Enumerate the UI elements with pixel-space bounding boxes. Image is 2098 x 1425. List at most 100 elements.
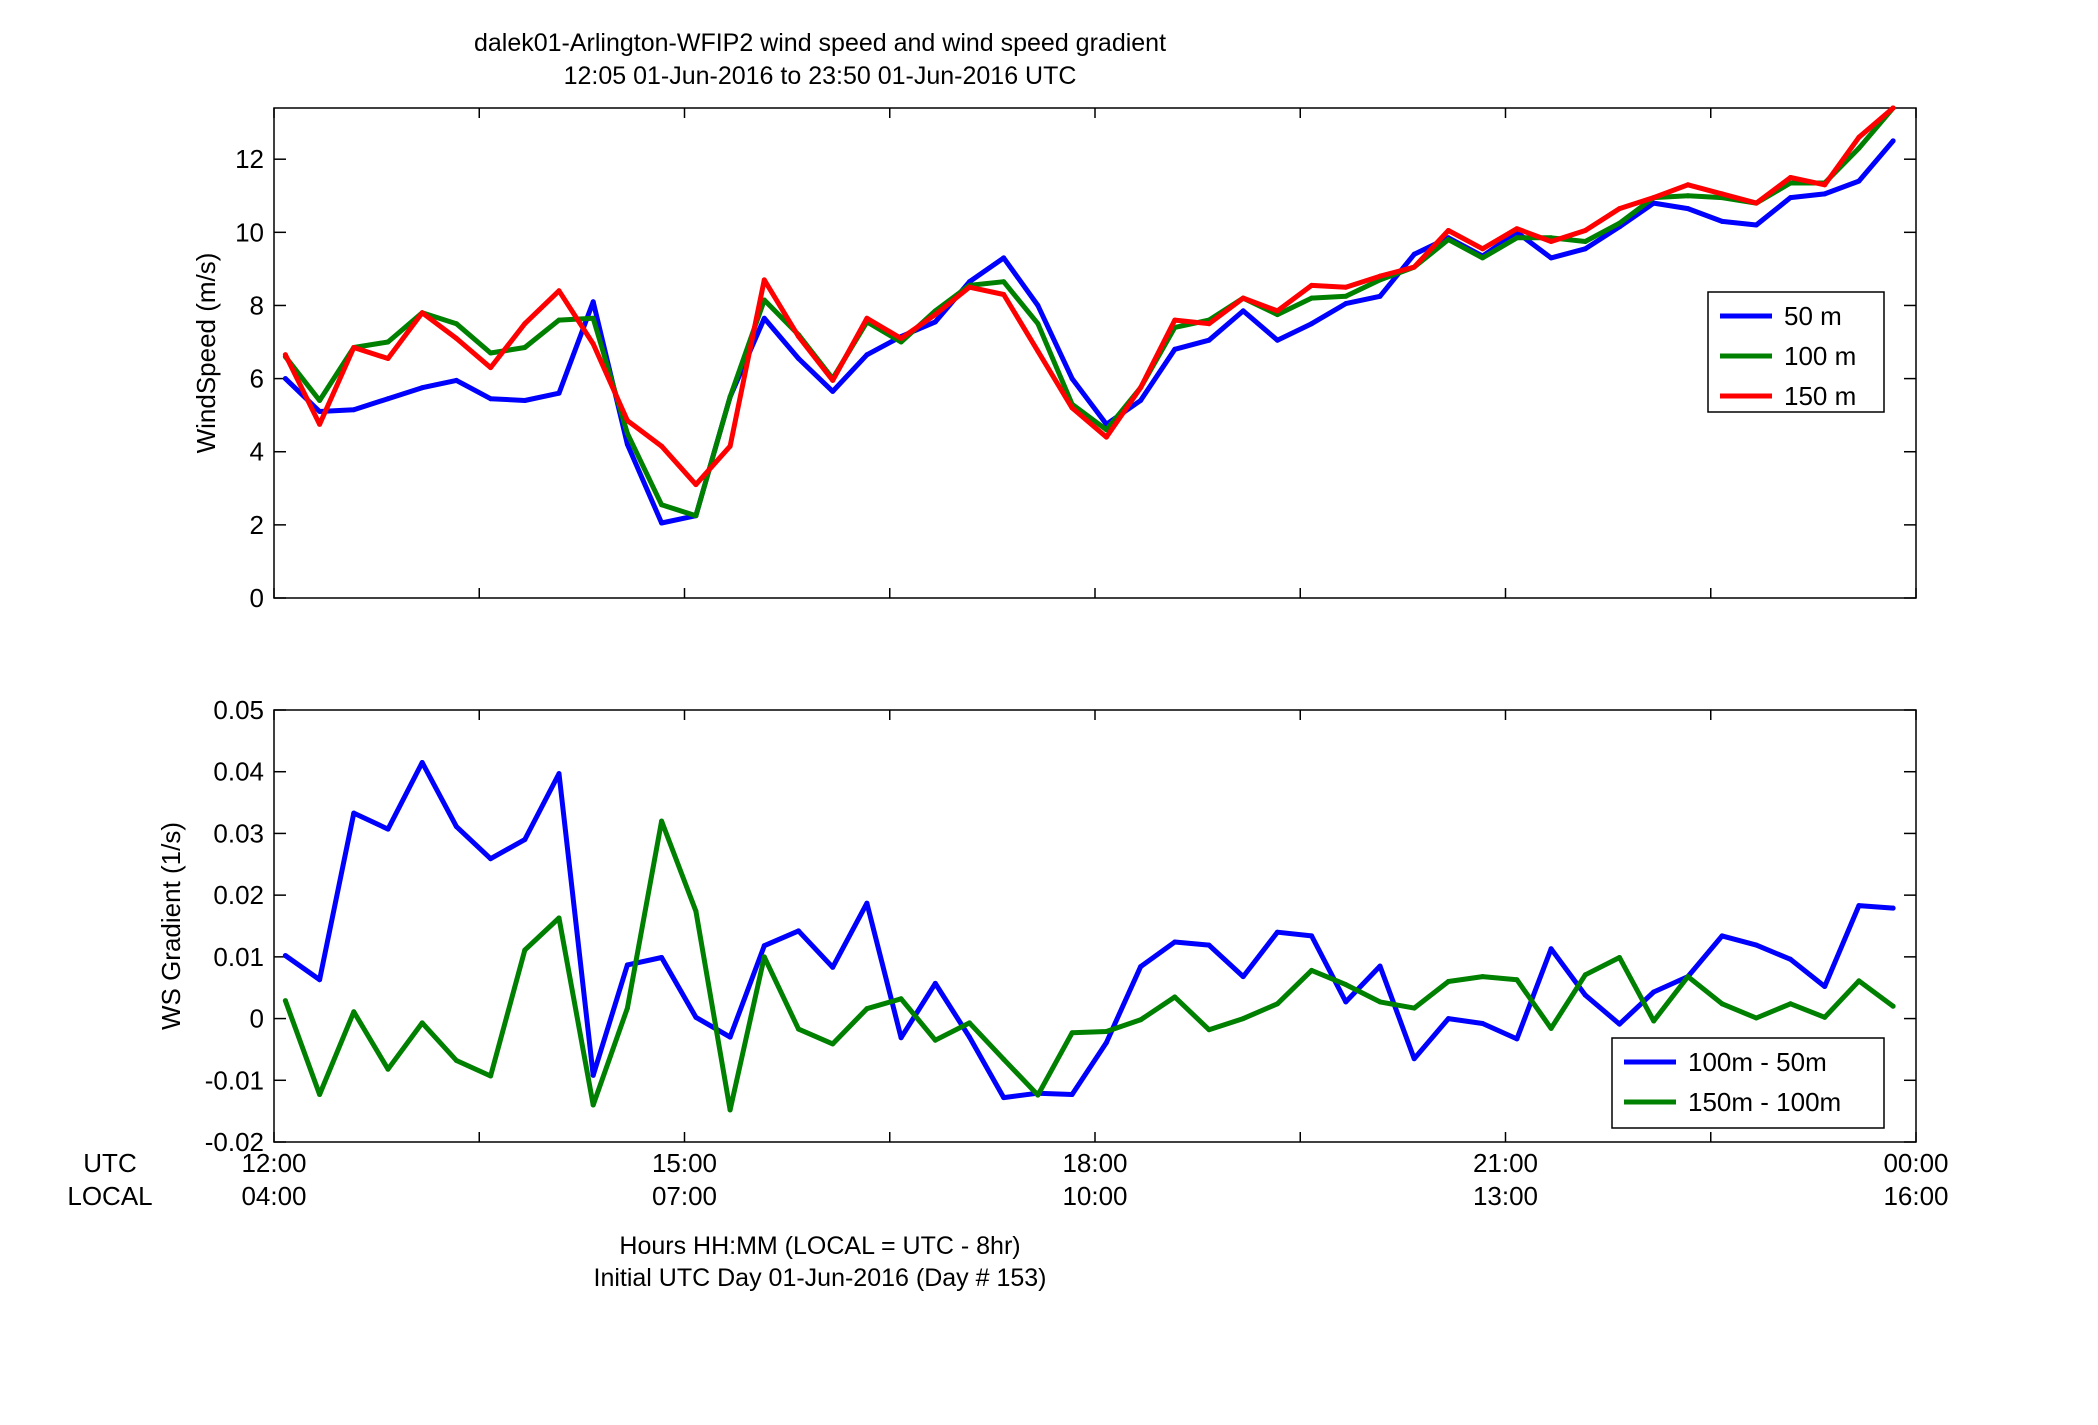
data-point-100m-50m	[1309, 933, 1315, 939]
data-point-100m-50m	[1719, 933, 1725, 939]
data-point-150-m	[590, 341, 596, 347]
y-tick-label: -0.01	[205, 1065, 264, 1095]
data-point-100m-50m	[761, 943, 767, 949]
data-point-150m-100m	[830, 1041, 836, 1047]
x-tick-label-utc: 15:00	[652, 1148, 717, 1178]
data-point-150m-100m	[1445, 979, 1451, 984]
data-point-150-m	[1719, 191, 1725, 197]
figure-title-line1: dalek01-Arlington-WFIP2 wind speed and w…	[474, 29, 1166, 57]
data-point-50-m	[1753, 222, 1759, 228]
data-point-100m-50m	[796, 928, 801, 934]
data-point-100-m	[727, 394, 733, 400]
data-point-50-m	[590, 299, 596, 305]
data-point-50-m	[1001, 255, 1007, 261]
data-point-100-m	[1582, 239, 1588, 244]
data-point-50-m	[1138, 398, 1144, 403]
data-point-150-m	[932, 312, 938, 318]
data-point-100m-50m	[1172, 939, 1178, 945]
data-point-100-m	[522, 345, 528, 350]
x-tick-label-local: 07:00	[652, 1181, 717, 1211]
data-point-150m-100m	[1309, 967, 1315, 973]
data-point-150m-100m	[385, 1066, 391, 1072]
x-tick-label-utc: 00:00	[1883, 1148, 1948, 1178]
y-tick-label: -0.02	[205, 1127, 264, 1157]
data-point-100-m	[1343, 293, 1349, 299]
data-point-150-m	[898, 335, 904, 341]
data-point-100m-50m	[1514, 1036, 1520, 1042]
data-point-100m-50m	[1856, 903, 1862, 909]
data-point-150m-100m	[727, 1107, 733, 1113]
y-tick-label: 12	[235, 144, 264, 174]
data-point-150-m	[1822, 182, 1828, 188]
data-point-50-m	[1788, 195, 1793, 201]
legend-label-50-m: 50 m	[1784, 301, 1842, 331]
data-point-100m-50m	[282, 953, 288, 959]
data-point-150-m	[727, 443, 733, 449]
data-point-50-m	[864, 352, 870, 358]
data-point-100m-50m	[590, 1072, 596, 1078]
data-point-150m-100m	[1856, 978, 1862, 984]
data-point-100-m	[1788, 180, 1793, 186]
data-point-150-m	[624, 418, 630, 424]
series-line-150m-100m	[282, 818, 1896, 1113]
data-point-100-m	[1274, 312, 1280, 318]
data-point-100-m	[693, 513, 699, 519]
data-point-150-m	[317, 421, 323, 427]
data-point-50-m	[1856, 178, 1862, 184]
data-point-150m-100m	[1685, 974, 1691, 980]
data-point-150-m	[1377, 273, 1383, 279]
data-point-150m-100m	[1206, 1027, 1212, 1033]
data-point-150m-100m	[1788, 1001, 1793, 1007]
data-point-150-m	[1445, 228, 1451, 233]
series-line-100-m	[282, 105, 1896, 519]
data-point-150m-100m	[282, 998, 288, 1004]
data-point-150-m	[1548, 239, 1554, 244]
data-point-150m-100m	[1377, 999, 1383, 1005]
data-point-100-m	[385, 339, 391, 345]
data-point-50-m	[1377, 293, 1383, 299]
data-point-150-m	[1035, 348, 1041, 354]
data-point-100m-50m	[317, 977, 323, 983]
series-line-150-m	[282, 105, 1896, 488]
data-point-150-m	[1685, 182, 1691, 188]
data-point-50-m	[1240, 308, 1246, 314]
data-point-150-m	[453, 335, 459, 341]
y-tick-label: 10	[235, 217, 264, 247]
data-point-50-m	[385, 396, 391, 402]
data-point-50-m	[830, 388, 836, 394]
data-point-100-m	[317, 398, 323, 403]
data-point-100m-50m	[1651, 989, 1657, 995]
data-point-100-m	[488, 350, 494, 356]
data-point-150m-100m	[419, 1020, 425, 1026]
data-point-150-m	[659, 443, 665, 449]
data-point-100-m	[1480, 255, 1486, 261]
data-point-50-m	[1172, 346, 1178, 352]
data-point-100m-50m	[830, 964, 836, 970]
x-axis-label-line2: Initial UTC Day 01-Jun-2016 (Day # 153)	[594, 1264, 1047, 1292]
data-point-150m-100m	[864, 1006, 870, 1012]
x-tick-label-local: 16:00	[1883, 1181, 1948, 1211]
x-tick-label-local: 13:00	[1473, 1181, 1538, 1211]
data-point-150m-100m	[1719, 1001, 1725, 1007]
data-point-150m-100m	[1343, 982, 1349, 988]
data-point-150-m	[796, 334, 801, 339]
data-point-150-m	[351, 345, 357, 350]
data-point-150-m	[1514, 226, 1520, 232]
gradient-chart: -0.02 -0.01 0 0.01 0.02 0.03 0.04 0.05 WS Gradie…	[156, 695, 1917, 1157]
data-point-100-m	[1001, 279, 1007, 285]
data-point-50-m	[282, 376, 288, 382]
data-point-150m-100m	[1890, 1003, 1896, 1009]
data-point-100-m	[1856, 145, 1862, 151]
data-point-150-m	[830, 377, 836, 383]
x-tick-label-local: 10:00	[1062, 1181, 1127, 1211]
figure-title-line2: 12:05 01-Jun-2016 to 23:50 01-Jun-2016 U…	[564, 62, 1077, 90]
data-point-50-m	[488, 396, 494, 402]
data-point-100m-50m	[1103, 1040, 1109, 1046]
x-tick-label-utc: 21:00	[1473, 1148, 1538, 1178]
data-point-150m-100m	[556, 915, 562, 921]
data-point-150-m	[1309, 282, 1315, 288]
data-point-150-m	[1172, 317, 1178, 323]
data-point-100m-50m	[1411, 1056, 1417, 1062]
data-point-50-m	[1411, 251, 1417, 257]
series-line-100m-50m	[282, 760, 1896, 1101]
